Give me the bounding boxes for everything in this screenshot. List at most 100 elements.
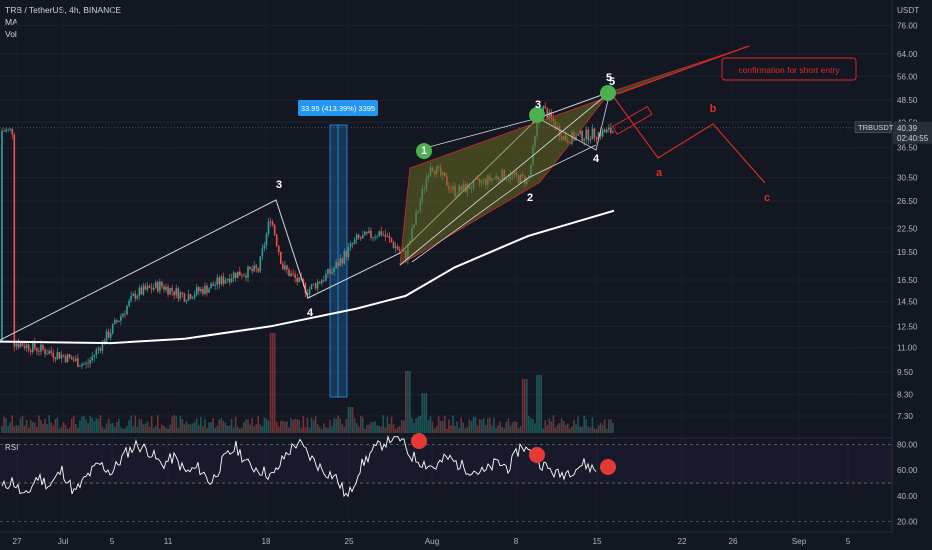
volume-bar <box>75 423 77 433</box>
volume-bar <box>19 418 22 433</box>
volume-bar <box>116 421 118 433</box>
candle-body <box>70 357 73 360</box>
volume-bar <box>573 420 575 433</box>
candle-body <box>202 288 204 295</box>
volume-bar <box>286 421 288 433</box>
volume-bar <box>70 418 73 433</box>
volume-bar <box>450 425 452 433</box>
candle-body <box>302 279 305 284</box>
candle-body <box>161 281 163 287</box>
rsi-tick-label: 20.00 <box>897 518 918 527</box>
candle-body <box>376 236 378 238</box>
candle-body <box>253 265 255 272</box>
candle-body <box>316 281 319 289</box>
candle-body <box>9 128 11 130</box>
candle-body <box>113 320 116 325</box>
candle-body <box>608 127 610 130</box>
volume-bar <box>263 417 266 433</box>
price-axis[interactable]: 76.0064.0056.0048.5042.5036.5030.5026.50… <box>854 0 932 532</box>
candle-body <box>177 288 180 299</box>
candle-body <box>290 273 292 277</box>
volume-bar <box>144 423 147 433</box>
volume-bar <box>38 415 40 433</box>
volume-bar <box>113 426 116 433</box>
candle-body <box>390 238 393 243</box>
volume-bar <box>413 423 415 433</box>
volume-bar <box>482 418 485 433</box>
volume-bars <box>1 333 614 433</box>
volume-bar <box>446 428 448 433</box>
candle-body <box>610 127 612 133</box>
candle-body <box>314 283 317 289</box>
time-tick-label: 27 <box>12 537 22 546</box>
candle-body <box>79 366 81 368</box>
volume-bar <box>386 416 389 433</box>
candle-body <box>159 281 161 292</box>
volume-bar <box>251 418 253 433</box>
candle-body <box>550 111 553 119</box>
volume-bar <box>421 393 424 433</box>
candle-body <box>214 284 216 286</box>
volume-bar <box>177 428 180 433</box>
candle-body <box>241 275 243 277</box>
volume-bar <box>544 420 547 433</box>
candle-body <box>259 256 262 272</box>
volume-bar <box>419 415 421 433</box>
volume-bar <box>355 423 358 433</box>
volume-bar <box>423 393 426 433</box>
volume-bar <box>564 425 567 433</box>
candle-body <box>255 265 257 269</box>
drawings[interactable]: confirmation for short entry <box>0 45 857 341</box>
candle-body <box>204 285 206 295</box>
volume-bar <box>595 428 598 433</box>
volume-bar <box>255 424 257 433</box>
volume-bar <box>269 333 272 433</box>
currency-label: USDT <box>897 6 919 15</box>
wave-label: 5 <box>609 76 615 88</box>
volume-bar <box>226 425 229 433</box>
volume-bar <box>569 428 571 433</box>
volume-bar <box>64 424 67 433</box>
rsi-pane[interactable]: RSI 80.00 60.00 40.00 20.00 <box>0 433 918 527</box>
candle-body <box>181 292 184 294</box>
candle-body <box>107 331 110 338</box>
wedge-diagonal <box>399 91 611 266</box>
volume-bar <box>327 428 329 433</box>
volume-bar <box>204 418 206 433</box>
candle-body <box>331 271 333 274</box>
candle-body <box>222 276 225 284</box>
candle-body <box>148 285 151 288</box>
candle-body <box>372 237 374 238</box>
candle-body <box>245 275 247 278</box>
volume-bar <box>308 427 311 433</box>
candle-body <box>109 333 112 338</box>
candle-body <box>605 129 608 133</box>
candle-body <box>23 346 26 349</box>
volume-bar <box>300 428 303 433</box>
candle-body <box>75 358 77 361</box>
volume-bar <box>56 417 59 433</box>
candle-body <box>105 331 108 344</box>
candle-body <box>581 130 583 142</box>
candle-body <box>165 286 167 290</box>
candle-body <box>265 233 268 246</box>
volume-bar <box>378 426 380 433</box>
candle-body <box>34 341 36 349</box>
candle-body <box>40 344 42 352</box>
volume-bar <box>52 425 55 433</box>
volume-bar <box>347 407 350 433</box>
symbol-tag-label: TRBUSDT <box>858 123 894 132</box>
candle-body <box>392 242 395 248</box>
last-price-label: 40.39 <box>897 124 918 133</box>
volume-bar <box>542 428 544 433</box>
candle-body <box>612 131 614 133</box>
candle-body <box>27 344 30 351</box>
price-tick-label: 7.30 <box>897 412 913 421</box>
volume-bar <box>230 418 233 433</box>
candle-body <box>351 243 354 245</box>
time-axis[interactable]: 27 Jul 5 11 18 25 Aug 8 15 22 26 Sep 5 <box>0 531 892 546</box>
volume-bar <box>538 375 540 433</box>
volume-bar <box>593 428 596 433</box>
candle-body <box>321 280 323 284</box>
